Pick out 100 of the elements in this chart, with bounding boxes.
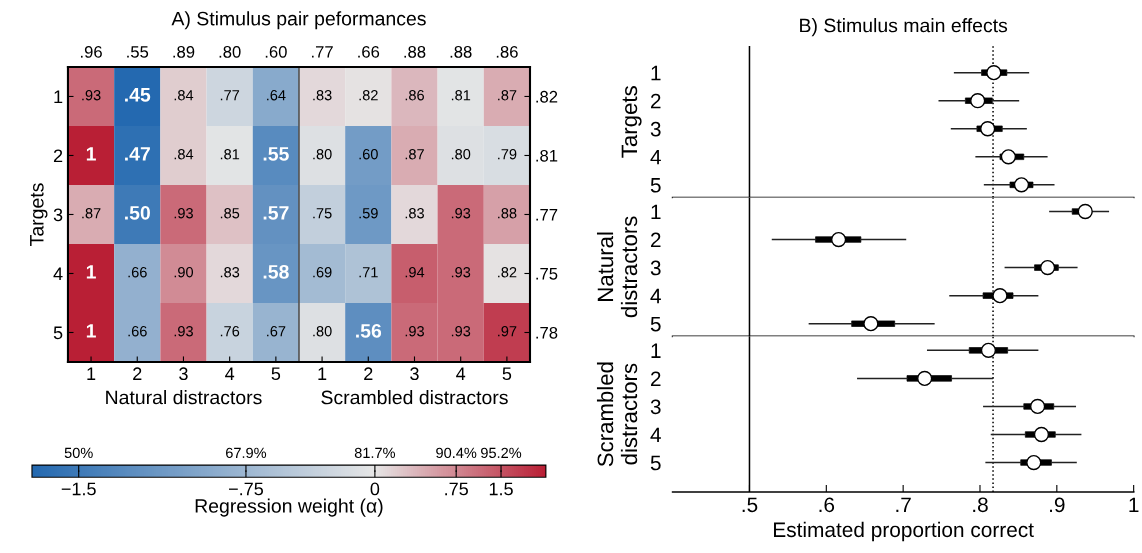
text: .80 [219, 45, 241, 58]
x-tick-label: .5 [742, 497, 758, 513]
data-label: .93 [405, 326, 424, 337]
y2-tick-label: .78 [536, 326, 558, 339]
x-axis-title: Estimated proportion correct [774, 521, 1034, 542]
data-label: .88 [498, 208, 517, 219]
x-tick-label: 1 [1129, 497, 1139, 512]
data-label: .87 [405, 149, 424, 160]
data-label: 1 [86, 324, 96, 338]
data-label: .81 [451, 90, 471, 101]
y-tick-label: 2 [650, 232, 661, 248]
x-tick-label: .6 [819, 497, 835, 513]
x-tick-label: .8 [973, 497, 988, 513]
text: .66 [358, 45, 380, 58]
data-label: .59 [359, 208, 378, 219]
data-label: .83 [405, 208, 424, 219]
data-label: .80 [451, 149, 471, 160]
y-tick-label: 4 [650, 150, 661, 165]
y2-tick-label: .81 [536, 149, 558, 162]
y-tick-label: 5 [650, 455, 661, 471]
y-axis-title: Targets [30, 183, 48, 246]
text: Natural distractors [106, 390, 262, 405]
x-tick-label: 2 [133, 367, 142, 380]
text: 1.5 [489, 482, 513, 496]
data-label: .86 [405, 90, 424, 101]
y-tick-label: 5 [650, 316, 661, 332]
y2-tick-label: .82 [536, 90, 558, 103]
color-bar-label: 95.2% [481, 447, 522, 459]
data-label: .47 [125, 147, 150, 161]
data-label: .90 [174, 267, 194, 278]
text: .77 [312, 46, 333, 58]
color-bar-label: 67.9% [226, 447, 267, 459]
y-tick-label: 2 [650, 93, 661, 109]
text: .88 [450, 45, 472, 58]
data-label: .45 [125, 88, 151, 102]
data-label: .80 [313, 326, 332, 337]
data-label: .66 [128, 267, 147, 278]
data-label: .66 [128, 326, 147, 337]
data-label: .87 [498, 90, 517, 101]
y-tick-label: 1 [651, 65, 661, 81]
x-tick-label: 4 [456, 367, 466, 380]
data-label: .83 [313, 90, 332, 101]
y2-tick-label: .77 [536, 209, 558, 221]
data-label: .93 [451, 208, 471, 219]
y-tick-label: 5 [53, 326, 63, 340]
data-label: .60 [359, 149, 378, 160]
y-tick-label: 3 [650, 399, 661, 415]
x-tick-label: .7 [896, 497, 911, 512]
data-label: .87 [82, 208, 101, 219]
y-tick-label: 3 [650, 121, 661, 137]
x-tick-label: 3 [179, 367, 188, 381]
y-tick-label: 3 [53, 208, 63, 222]
data-label: .83 [220, 267, 240, 278]
y-tick-label: 4 [650, 288, 661, 304]
text: .89 [173, 45, 195, 58]
x-tick-label: 1 [318, 367, 327, 380]
data-label: .84 [174, 90, 194, 101]
y-axis-title: Scrambled distractors [596, 362, 638, 467]
x-tick-label: .9 [1050, 497, 1065, 513]
y-tick-label: 1 [651, 343, 661, 358]
data-label: .97 [498, 326, 517, 337]
text: −1.5 [61, 482, 96, 496]
data-label: .79 [498, 149, 517, 160]
y-tick-label: 1 [651, 204, 661, 220]
y-tick-label: 4 [650, 427, 661, 443]
data-label: .58 [263, 264, 289, 279]
data-label: 1 [86, 265, 96, 279]
y-tick-label: 3 [650, 260, 661, 276]
text: Scrambled distractors [321, 390, 508, 405]
text: .55 [127, 46, 149, 58]
text: .96 [80, 45, 102, 58]
chart-title: A) Stimulus pair peformances [171, 11, 426, 30]
data-label: .69 [313, 267, 332, 278]
chart-title: B) Stimulus main effects [800, 18, 1008, 37]
data-label: .75 [313, 208, 332, 219]
x-tick-label: 5 [502, 367, 512, 381]
data-label: .93 [82, 90, 101, 101]
data-label: .55 [263, 147, 289, 161]
y-tick-label: 5 [650, 178, 661, 193]
data-label: .85 [220, 208, 240, 219]
data-label: .81 [220, 149, 240, 160]
data-label: 1 [86, 147, 96, 161]
x-tick-label: 1 [87, 367, 96, 380]
data-label: .93 [451, 267, 471, 278]
data-label: .82 [359, 90, 378, 101]
y-axis-title: Natural distractors [596, 216, 638, 318]
text: .86 [496, 45, 518, 58]
data-label: .57 [263, 206, 289, 220]
color-bar-label: 90.4% [436, 447, 477, 459]
data-label: .93 [174, 208, 193, 219]
data-label: .67 [267, 326, 286, 337]
y-tick-label: 1 [54, 90, 63, 104]
data-label: .93 [174, 326, 193, 337]
y-tick-label: 4 [53, 267, 63, 281]
data-label: .50 [125, 205, 150, 220]
data-label: .82 [498, 267, 517, 278]
y2-tick-label: .75 [536, 268, 558, 280]
color-bar-label: 50% [64, 447, 93, 459]
data-label: .71 [359, 267, 378, 278]
text: −.75 [229, 482, 264, 496]
